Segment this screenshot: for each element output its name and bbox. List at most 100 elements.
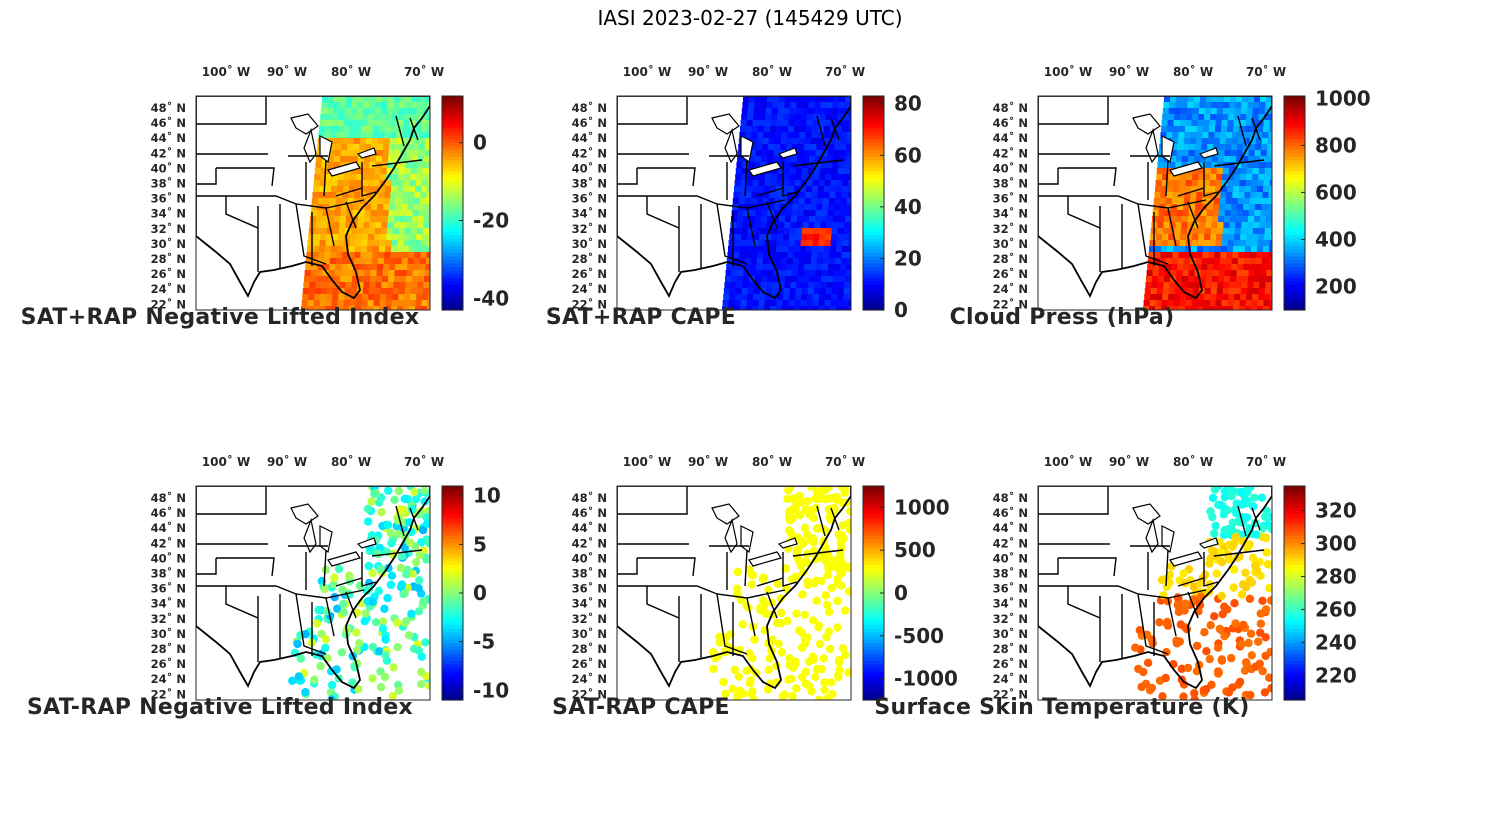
lat-tick-label: 46˚ N <box>572 505 607 520</box>
lon-tick-label: 80˚ W <box>752 454 792 469</box>
lat-tick-label: 30˚ N <box>151 236 186 251</box>
data-swath <box>1143 96 1272 310</box>
map-area <box>616 485 852 701</box>
colorbar-tick-label: 40 <box>894 195 922 219</box>
lat-tick-label: 22˚ N <box>993 296 1028 311</box>
lat-tick-label: 38˚ N <box>572 176 607 191</box>
lat-tick-label: 44˚ N <box>993 520 1028 535</box>
lat-tick-label: 40˚ N <box>572 160 607 175</box>
colorbar: 320 300 280 260 240 220 <box>1283 485 1357 701</box>
lat-tick-label: 34˚ N <box>151 206 186 221</box>
colorbar-tick-label: 5 <box>473 532 487 556</box>
lat-tick-label: 48˚ N <box>993 100 1028 115</box>
lat-tick-label: 24˚ N <box>993 281 1028 296</box>
lon-tick-label: 70˚ W <box>1246 64 1286 79</box>
panel-title: SAT-RAP Negative Lifted Index <box>26 695 414 720</box>
lat-tick-label: 22˚ N <box>151 296 186 311</box>
colorbar-tick-label: 800 <box>1315 133 1357 157</box>
lat-tick-label: 44˚ N <box>151 130 186 145</box>
lat-tick-label: 24˚ N <box>993 671 1028 686</box>
map-area <box>1037 485 1273 701</box>
lon-tick-label: 90˚ W <box>688 64 728 79</box>
colorbar-tick-label: 0 <box>473 581 487 605</box>
lat-tick-label: 30˚ N <box>572 236 607 251</box>
lat-tick-label: 26˚ N <box>993 656 1028 671</box>
colorbar-tick-label: 220 <box>1315 663 1357 687</box>
colorbar-tick-label: 400 <box>1315 227 1357 251</box>
colorbar-tick-label: 320 <box>1315 499 1357 523</box>
lat-tick-label: 46˚ N <box>572 115 607 130</box>
colorbar: 80 60 40 20 0 <box>862 92 922 322</box>
lat-tick-label: 42˚ N <box>572 535 607 550</box>
lat-tick-label: 36˚ N <box>151 581 186 596</box>
data-swath <box>301 96 430 310</box>
lat-tick-label: 44˚ N <box>993 130 1028 145</box>
lat-tick-label: 24˚ N <box>151 281 186 296</box>
colorbar-tick-label: -5 <box>473 630 495 654</box>
lat-tick-label: 36˚ N <box>993 581 1028 596</box>
lat-tick-label: 42˚ N <box>572 145 607 160</box>
lat-tick-label: 42˚ N <box>993 535 1028 550</box>
lat-tick-label: 38˚ N <box>993 566 1028 581</box>
colorbar-tick-label: -10 <box>473 678 509 702</box>
lat-tick-label: 32˚ N <box>572 221 607 236</box>
lat-tick-label: 24˚ N <box>572 671 607 686</box>
panel-cloud-pressure: 100˚ W 90˚ W 80˚ W 70˚ W 48˚ N 46˚ N 44˚ N 42˚ … <box>842 60 1371 370</box>
colorbar-tick-label: 0 <box>473 131 487 155</box>
lat-tick-label: 38˚ N <box>151 566 186 581</box>
lat-tick-label: 36˚ N <box>572 191 607 206</box>
lon-tick-label: 90˚ W <box>688 454 728 469</box>
colorbar-tick-label: 200 <box>1315 274 1357 298</box>
lon-tick-label: 70˚ W <box>404 64 444 79</box>
lat-tick-label: 28˚ N <box>993 641 1028 656</box>
map-area <box>616 95 852 311</box>
lat-tick-label: 26˚ N <box>151 266 186 281</box>
lat-tick-label: 40˚ N <box>151 550 186 565</box>
lat-tick-label: 36˚ N <box>572 581 607 596</box>
lat-tick-label: 24˚ N <box>151 671 186 686</box>
colorbar: 0 -20 -40 <box>441 95 509 311</box>
state-borders <box>617 96 851 300</box>
lat-tick-label: 26˚ N <box>572 656 607 671</box>
lon-tick-label: 80˚ W <box>1173 454 1213 469</box>
lon-tick-label: 100˚ W <box>1044 64 1092 79</box>
lat-tick-label: 30˚ N <box>572 626 607 641</box>
colorbar-tick-label: -20 <box>473 209 509 233</box>
state-borders <box>196 486 430 690</box>
panel-title: SAT+RAP CAPE <box>545 305 737 330</box>
state-borders <box>617 486 851 690</box>
lat-tick-label: 26˚ N <box>993 266 1028 281</box>
panel-title: Surface Skin Temperature (K) <box>874 695 1250 720</box>
lat-tick-label: 32˚ N <box>151 611 186 626</box>
lat-tick-label: 26˚ N <box>572 266 607 281</box>
map-plot: 100˚ W 90˚ W 80˚ W 70˚ W 48˚ N46˚ N44˚ N42˚ … <box>993 64 1371 311</box>
lat-tick-label: 34˚ N <box>993 596 1028 611</box>
lon-tick-label: 90˚ W <box>1109 454 1149 469</box>
colorbar-tick-label: 1000 <box>1315 86 1371 110</box>
lat-tick-label: 46˚ N <box>151 115 186 130</box>
lat-tick-label: 40˚ N <box>572 550 607 565</box>
map-area <box>1037 95 1273 311</box>
colorbar-tick-label: 80 <box>894 92 922 116</box>
state-borders <box>1038 96 1272 300</box>
figure-title: IASI 2023-02-27 (145429 UTC) <box>597 6 903 30</box>
colorbar: 1000 800 600 400 200 <box>1283 86 1371 311</box>
lat-tick-label: 36˚ N <box>993 191 1028 206</box>
lon-tick-label: 100˚ W <box>202 454 250 469</box>
lat-tick-label: 22˚ N <box>572 686 607 701</box>
colorbar-tick-label: -40 <box>473 286 509 310</box>
lon-tick-label: 70˚ W <box>825 64 865 79</box>
map-plot: 100˚ W 90˚ W 80˚ W 70˚ W 48˚ N46˚ N44˚ N42˚ … <box>572 64 922 322</box>
lat-tick-label: 48˚ N <box>151 490 186 505</box>
lat-tick-label: 30˚ N <box>993 236 1028 251</box>
lon-tick-label: 70˚ W <box>1246 454 1286 469</box>
lat-tick-label: 48˚ N <box>993 490 1028 505</box>
colorbar-tick-label: 10 <box>473 484 501 508</box>
lon-tick-label: 80˚ W <box>331 454 371 469</box>
lat-tick-label: 34˚ N <box>572 206 607 221</box>
lat-tick-label: 46˚ N <box>151 505 186 520</box>
lat-tick-label: 22˚ N <box>572 296 607 311</box>
lon-tick-label: 90˚ W <box>1109 64 1149 79</box>
lat-tick-label: 28˚ N <box>572 251 607 266</box>
lat-tick-label: 42˚ N <box>993 145 1028 160</box>
